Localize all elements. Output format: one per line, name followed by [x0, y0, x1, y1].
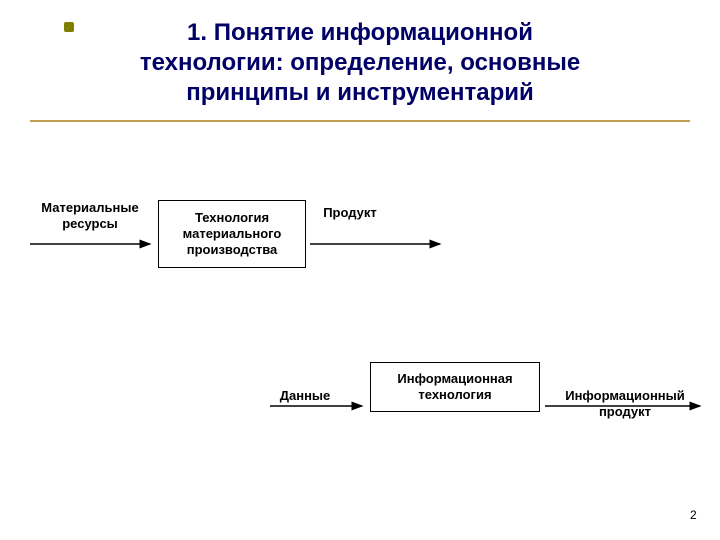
label-material-resources: Материальные ресурсы: [30, 200, 150, 233]
title-bullet: [64, 22, 74, 32]
box-information-technology: Информационная технология: [370, 362, 540, 412]
label-info-product: Информационный продукт: [545, 388, 705, 421]
label-data: Данные: [270, 388, 340, 404]
slide-title: 1. Понятие информационной технологии: оп…: [0, 0, 720, 116]
page-number: 2: [690, 508, 697, 522]
box-material-technology: Технология материального производства: [158, 200, 306, 268]
slide: 1. Понятие информационной технологии: оп…: [0, 0, 720, 540]
label-product: Продукт: [310, 205, 390, 221]
title-underline: [30, 120, 690, 122]
